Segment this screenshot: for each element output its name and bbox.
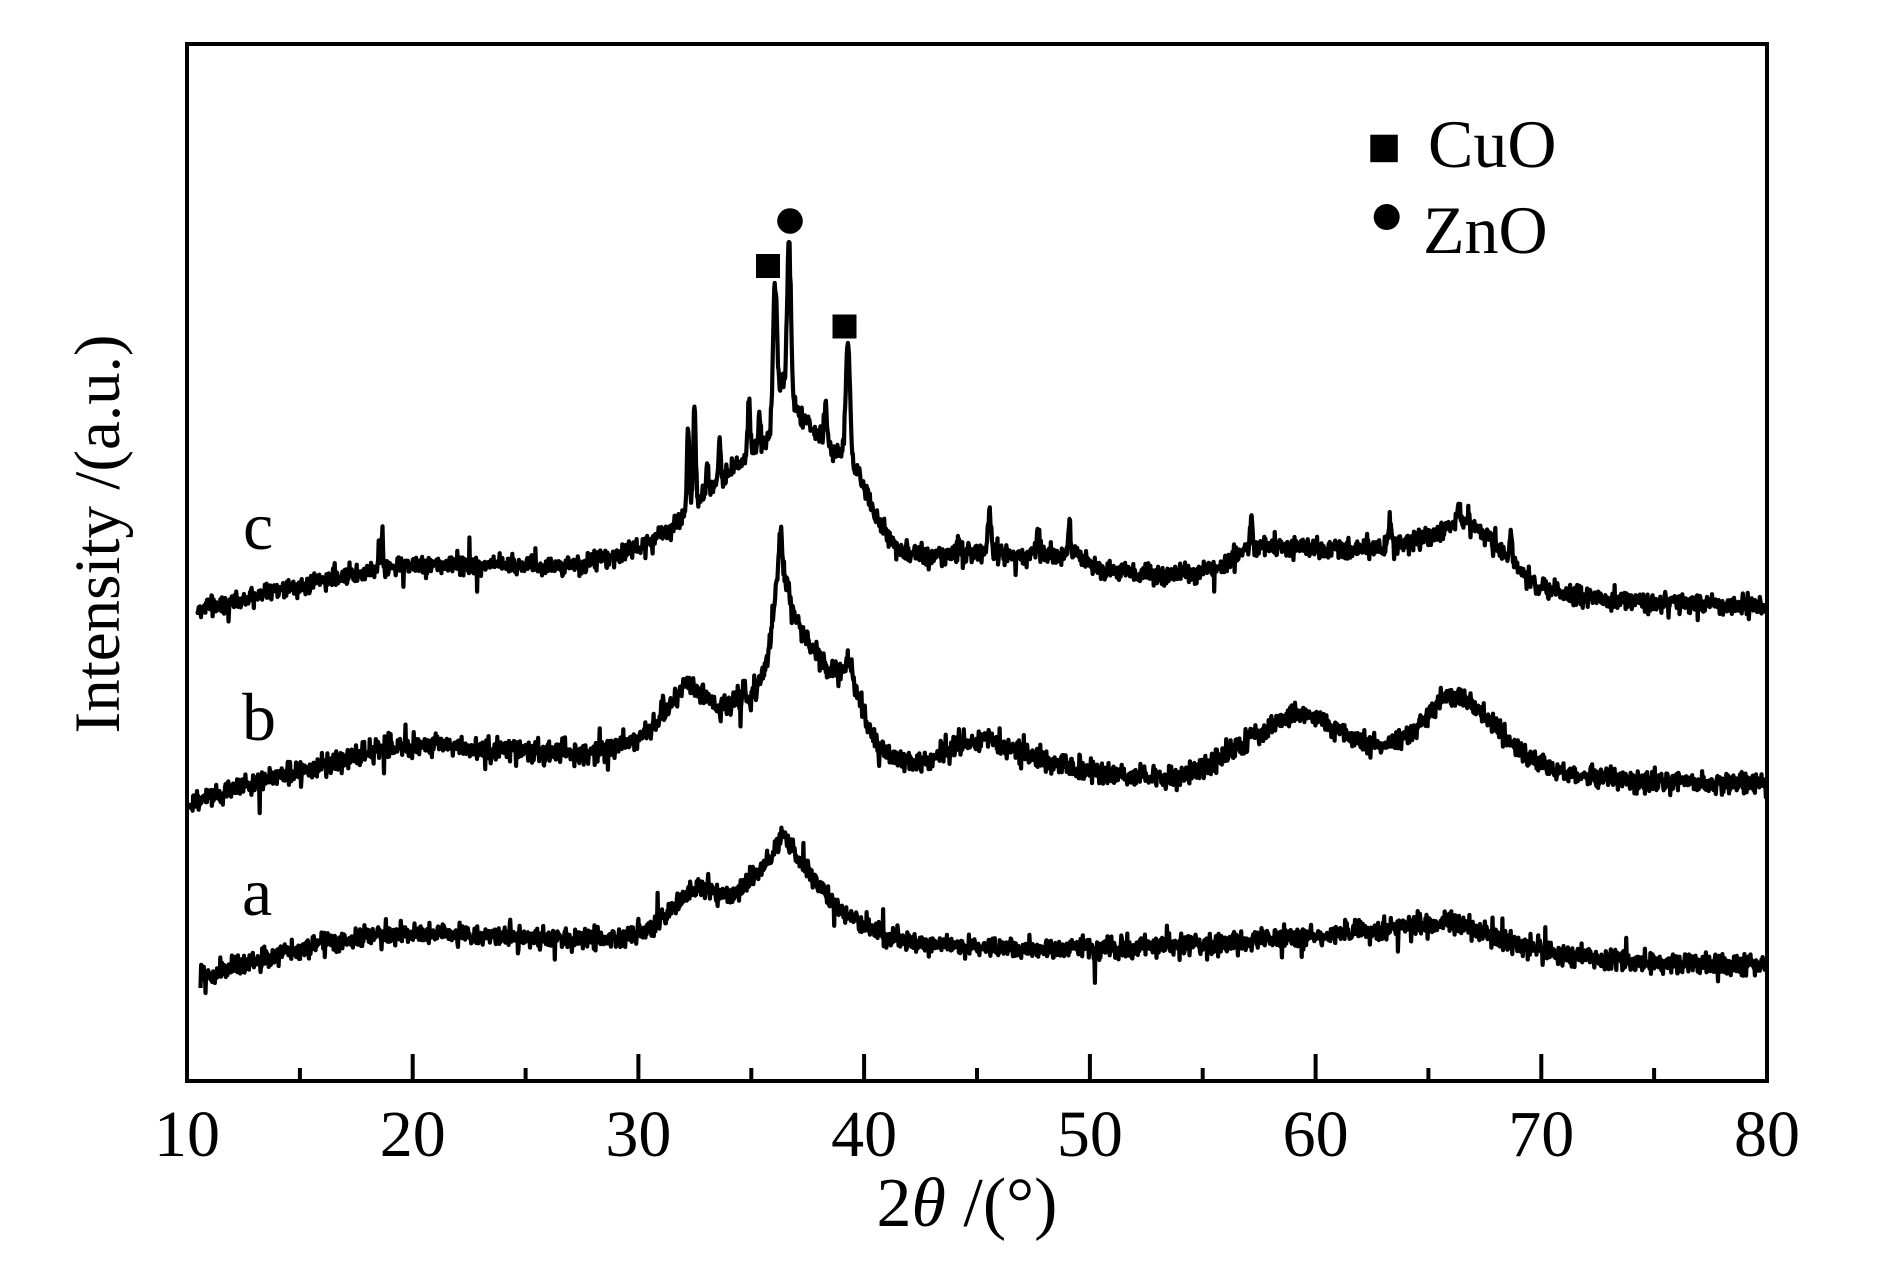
svg-text:c: c bbox=[243, 488, 273, 564]
svg-text:80: 80 bbox=[1734, 1098, 1800, 1171]
svg-text:Intensity /(a.u.): Intensity /(a.u.) bbox=[62, 335, 134, 734]
svg-text:40: 40 bbox=[831, 1098, 897, 1171]
svg-text:70: 70 bbox=[1508, 1098, 1574, 1171]
svg-text:30: 30 bbox=[605, 1098, 671, 1171]
svg-text:2θ /(°): 2θ /(°) bbox=[877, 1165, 1058, 1242]
svg-text:ZnO: ZnO bbox=[1423, 192, 1548, 268]
svg-text:50: 50 bbox=[1057, 1098, 1123, 1171]
svg-text:10: 10 bbox=[154, 1098, 220, 1171]
svg-text:b: b bbox=[242, 679, 276, 755]
svg-text:CuO: CuO bbox=[1428, 106, 1556, 182]
svg-text:60: 60 bbox=[1283, 1098, 1349, 1171]
svg-text:20: 20 bbox=[380, 1098, 446, 1171]
svg-text:a: a bbox=[242, 854, 272, 930]
